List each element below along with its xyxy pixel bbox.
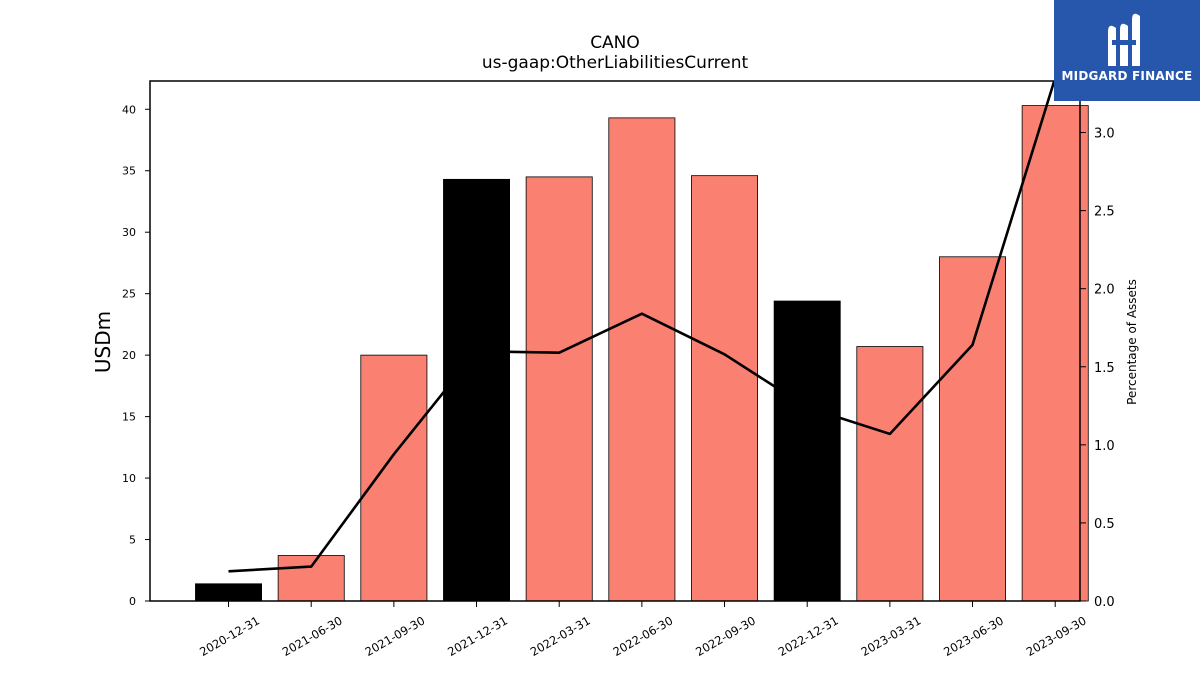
bar-group <box>195 105 1089 602</box>
midgard-logo-icon <box>1108 13 1140 66</box>
plot-frame <box>149 80 1081 602</box>
bar <box>195 583 262 602</box>
y2-tick-label: 3.0 <box>1094 127 1115 142</box>
chart-title: CANO <box>590 33 640 53</box>
percentage-line <box>228 81 1056 573</box>
bar <box>525 176 593 602</box>
line-group <box>228 81 1056 573</box>
y2-tick-label: 0.0 <box>1094 595 1115 610</box>
x-tick-label: 2023-09-30 <box>1024 613 1089 659</box>
x-tick-label: 2023-06-30 <box>941 613 1006 659</box>
bar <box>360 354 428 602</box>
y2-tick-label: 0.5 <box>1094 517 1115 532</box>
y-tick-label: 10 <box>122 472 136 485</box>
logo-text: MIDGARD FINANCE <box>1061 69 1193 83</box>
bar <box>773 300 841 602</box>
x-tick-label: 2022-06-30 <box>610 613 675 659</box>
x-tick-label: 2022-12-31 <box>776 613 841 659</box>
y-tick-label: 20 <box>122 349 136 362</box>
x-tick-label: 2021-09-30 <box>362 613 427 659</box>
bar <box>939 256 1007 602</box>
y-tick-label: 40 <box>122 103 136 116</box>
y-tick-label: 0 <box>129 595 136 608</box>
bar <box>1021 105 1089 602</box>
y-axis-label: USDm <box>91 311 115 373</box>
y2-tick-label: 1.0 <box>1094 439 1115 454</box>
x-tick-label: 2020-12-31 <box>197 613 262 659</box>
bar <box>277 555 345 602</box>
y-tick-label: 25 <box>122 288 136 301</box>
y2-tick-label: 1.5 <box>1094 361 1115 376</box>
y-tick-label: 15 <box>122 411 136 424</box>
y-tick-label: 30 <box>122 226 136 239</box>
y-tick-label: 35 <box>122 165 136 178</box>
y2-tick-label: 2.5 <box>1094 205 1115 220</box>
y2-axis-label: Percentage of Assets <box>1125 279 1139 405</box>
bar <box>443 178 511 602</box>
bar <box>856 346 924 602</box>
midgard-finance-logo: MIDGARD FINANCE <box>1054 0 1200 101</box>
bar <box>608 117 676 602</box>
x-tick-label: 2023-03-31 <box>858 613 923 659</box>
y-tick-label: 5 <box>129 534 136 547</box>
x-tick-label: 2021-06-30 <box>280 613 345 659</box>
chart-subtitle: us-gaap:OtherLiabilitiesCurrent <box>482 53 749 73</box>
y2-tick-label: 2.0 <box>1094 283 1115 298</box>
x-tick-label: 2022-09-30 <box>693 613 758 659</box>
x-tick-label: 2022-03-31 <box>528 613 593 659</box>
x-tick-label: 2021-12-31 <box>445 613 510 659</box>
bar <box>691 175 759 602</box>
